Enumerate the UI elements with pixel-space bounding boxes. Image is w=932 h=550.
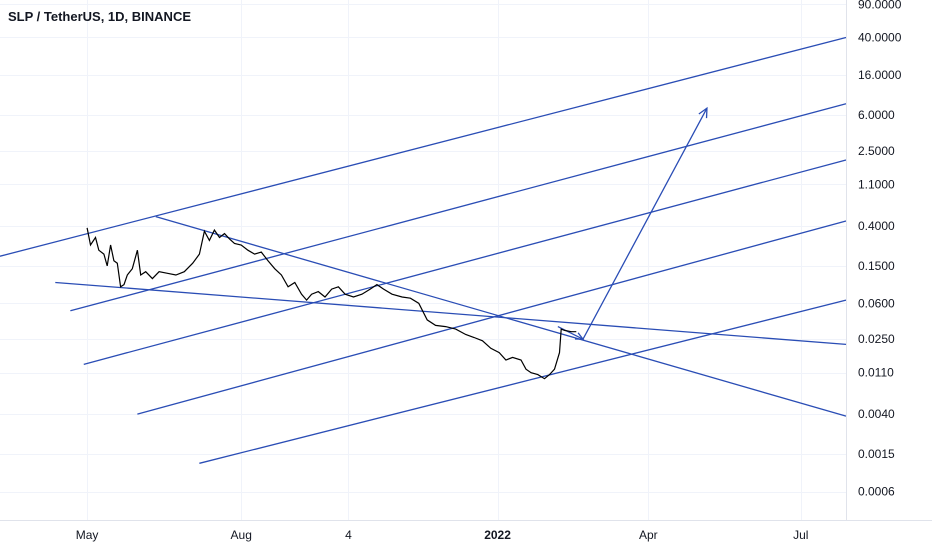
y-tick-label: 16.0000 <box>858 68 902 82</box>
y-tick-label: 0.4000 <box>858 219 895 233</box>
trend-line[interactable] <box>137 220 847 415</box>
y-axis-ticks[interactable]: 90.0000 40.0000 16.0000 6.0000 2.5000 1.1000 0… <box>858 0 902 499</box>
y-tick-label: 0.1500 <box>858 259 895 273</box>
x-tick-label: Apr <box>639 528 658 542</box>
trend-line[interactable] <box>70 103 847 312</box>
y-tick-label: 0.0110 <box>858 366 894 380</box>
projection-arrow-head <box>698 106 708 119</box>
trend-line[interactable] <box>155 216 847 417</box>
trend-line[interactable] <box>83 159 847 365</box>
x-tick-label: Jul <box>793 528 808 542</box>
projection-pivot-head <box>574 332 585 340</box>
y-tick-label: 2.5000 <box>858 144 895 158</box>
x-tick-label: May <box>76 528 99 542</box>
y-tick-label: 6.0000 <box>858 108 895 122</box>
trend-line[interactable] <box>0 36 847 257</box>
x-axis-ticks[interactable]: May Aug 4 2022 Apr Jul <box>76 528 809 542</box>
trend-line[interactable] <box>199 299 847 464</box>
y-tick-label: 90.0000 <box>858 0 902 11</box>
x-tick-label: 4 <box>345 528 352 542</box>
x-tick-label: Aug <box>231 528 252 542</box>
price-series-line <box>86 227 577 380</box>
y-tick-label: 0.0250 <box>858 332 895 346</box>
chart-title: SLP / TetherUS, 1D, BINANCE <box>8 9 191 24</box>
grid-lines <box>0 0 846 520</box>
x-tick-label: 2022 <box>484 528 511 542</box>
y-tick-label: 0.0006 <box>858 485 895 499</box>
y-tick-label: 0.0015 <box>858 447 895 461</box>
projection-arrow[interactable] <box>557 107 708 341</box>
y-tick-label: 0.0600 <box>858 296 895 310</box>
y-tick-label: 1.1000 <box>858 177 895 191</box>
y-tick-label: 40.0000 <box>858 30 902 44</box>
trend-line[interactable] <box>55 281 847 346</box>
y-tick-label: 0.0040 <box>858 407 895 421</box>
trend-line-drawings[interactable] <box>0 36 847 464</box>
